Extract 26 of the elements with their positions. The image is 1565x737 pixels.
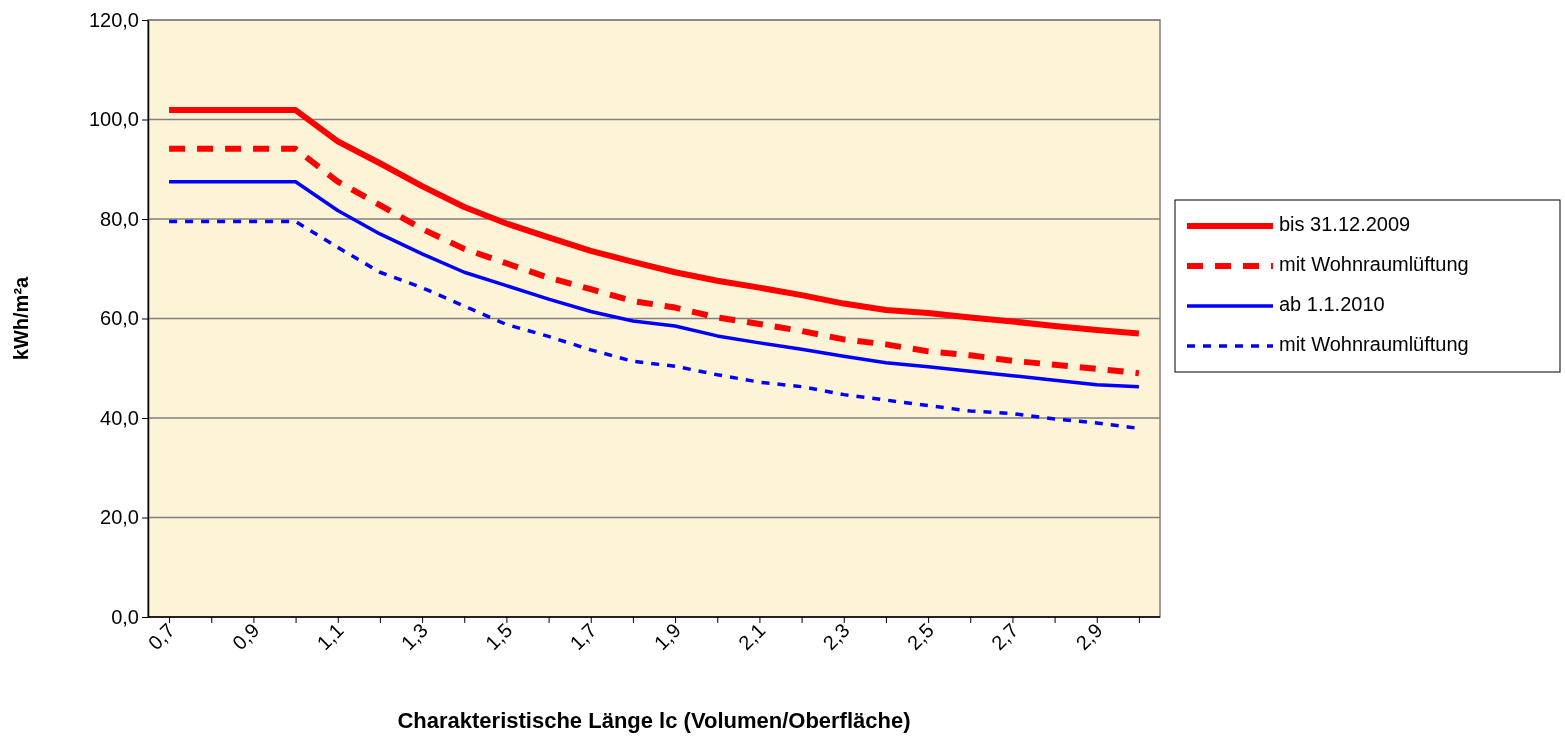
line-series — [167, 179, 1141, 389]
y-axis-title: kWh/m²a — [10, 275, 32, 361]
y-tick-label: 60,0 — [100, 307, 139, 330]
x-tick-label: 2,5 — [902, 618, 939, 655]
x-tick-label: 2,7 — [987, 618, 1023, 655]
x-axis-title: Charakteristische Länge lc (Volumen/Oberfläche) — [397, 708, 911, 733]
x-tick-label: 1,7 — [565, 618, 601, 655]
x-tick-label: 1,1 — [312, 618, 348, 655]
y-tick-label: 120,0 — [88, 8, 139, 31]
x-tick-label: 1,9 — [649, 618, 686, 655]
x-tick-label: 2,9 — [1071, 618, 1107, 655]
y-tick-label: 0,0 — [111, 605, 139, 628]
legend-label: mit Wohnraumlüftung — [1279, 253, 1469, 276]
y-tick-label: 100,0 — [88, 108, 139, 131]
x-tick-label: 2,1 — [734, 618, 770, 655]
y-tick-label: 20,0 — [100, 506, 139, 529]
x-tick-label: 1,5 — [481, 618, 517, 655]
legend-label: ab 1.1.2010 — [1279, 293, 1385, 316]
legend-label: mit Wohnraumlüftung — [1279, 333, 1469, 356]
x-tick-label: 0,9 — [228, 618, 264, 655]
legend-label: bis 31.12.2009 — [1279, 213, 1411, 236]
x-tick-label: 2,3 — [818, 618, 854, 655]
x-tick-label: 1,3 — [396, 618, 433, 655]
x-tick-label: 0,7 — [143, 618, 180, 655]
y-tick-label: 80,0 — [100, 207, 139, 230]
y-tick-label: 40,0 — [100, 406, 139, 429]
